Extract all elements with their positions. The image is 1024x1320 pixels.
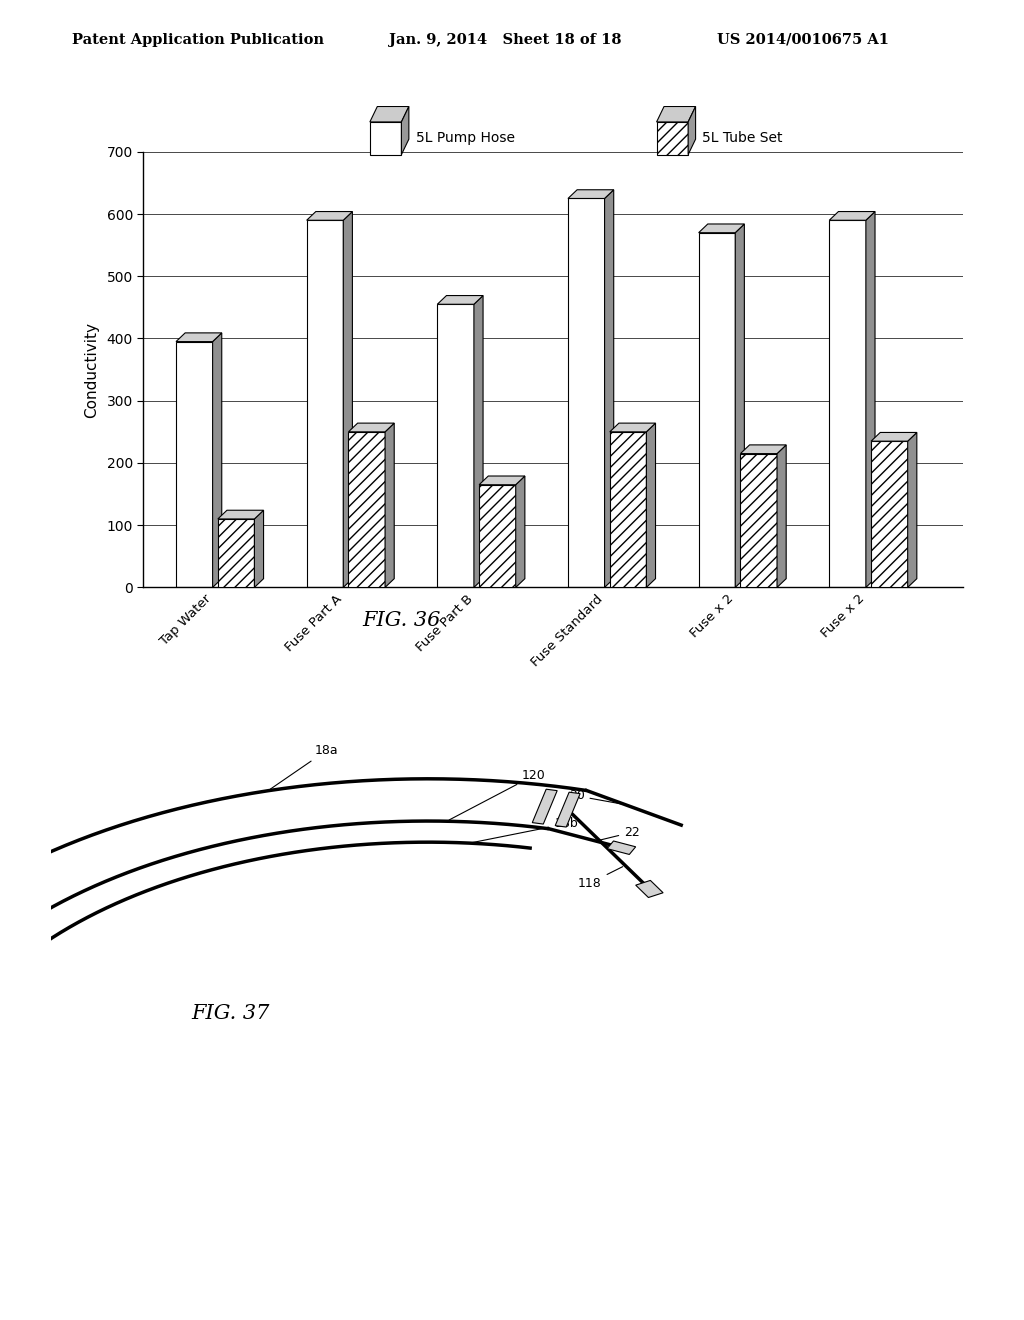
Text: 5L Pump Hose: 5L Pump Hose <box>416 131 515 145</box>
Polygon shape <box>306 211 352 220</box>
Bar <box>479 484 516 587</box>
Bar <box>348 432 385 587</box>
Text: 18b: 18b <box>472 817 578 842</box>
Polygon shape <box>656 107 695 121</box>
Text: 120: 120 <box>450 770 546 820</box>
Bar <box>306 220 343 587</box>
Bar <box>437 305 474 587</box>
Polygon shape <box>607 841 636 854</box>
Bar <box>370 121 401 154</box>
Polygon shape <box>698 224 744 232</box>
Bar <box>740 454 777 587</box>
Text: FIG. 36: FIG. 36 <box>362 611 441 630</box>
Bar <box>218 519 254 587</box>
Bar <box>610 432 646 587</box>
Y-axis label: Conductivity: Conductivity <box>85 322 99 417</box>
Polygon shape <box>370 107 409 121</box>
Polygon shape <box>568 190 613 198</box>
Text: 118: 118 <box>579 867 623 890</box>
Text: 20: 20 <box>568 789 623 804</box>
Polygon shape <box>907 433 916 587</box>
Polygon shape <box>555 792 581 828</box>
Polygon shape <box>735 224 744 587</box>
Polygon shape <box>385 424 394 587</box>
Polygon shape <box>474 296 483 587</box>
Polygon shape <box>740 445 786 454</box>
Polygon shape <box>532 789 557 824</box>
Polygon shape <box>348 424 394 432</box>
Polygon shape <box>688 107 695 154</box>
Bar <box>568 198 604 587</box>
Text: US 2014/0010675 A1: US 2014/0010675 A1 <box>717 33 889 48</box>
Bar <box>829 220 866 587</box>
Polygon shape <box>213 333 222 587</box>
Polygon shape <box>401 107 409 154</box>
Polygon shape <box>866 211 876 587</box>
Polygon shape <box>218 511 263 519</box>
Bar <box>176 342 213 587</box>
Polygon shape <box>437 296 483 305</box>
Text: FIG. 37: FIG. 37 <box>191 1003 269 1023</box>
Text: 18a: 18a <box>270 743 339 789</box>
Text: 22: 22 <box>599 826 640 841</box>
Polygon shape <box>871 433 916 441</box>
Polygon shape <box>479 477 525 484</box>
Bar <box>656 121 688 154</box>
Polygon shape <box>610 424 655 432</box>
Bar <box>698 232 735 587</box>
Text: Patent Application Publication: Patent Application Publication <box>72 33 324 48</box>
Bar <box>871 441 907 587</box>
Polygon shape <box>829 211 876 220</box>
Polygon shape <box>636 880 664 898</box>
Polygon shape <box>646 424 655 587</box>
Polygon shape <box>176 333 222 342</box>
Polygon shape <box>343 211 352 587</box>
Polygon shape <box>604 190 613 587</box>
Polygon shape <box>516 477 525 587</box>
Polygon shape <box>777 445 786 587</box>
Polygon shape <box>254 511 263 587</box>
Text: Jan. 9, 2014   Sheet 18 of 18: Jan. 9, 2014 Sheet 18 of 18 <box>389 33 622 48</box>
Text: 5L Tube Set: 5L Tube Set <box>702 131 783 145</box>
